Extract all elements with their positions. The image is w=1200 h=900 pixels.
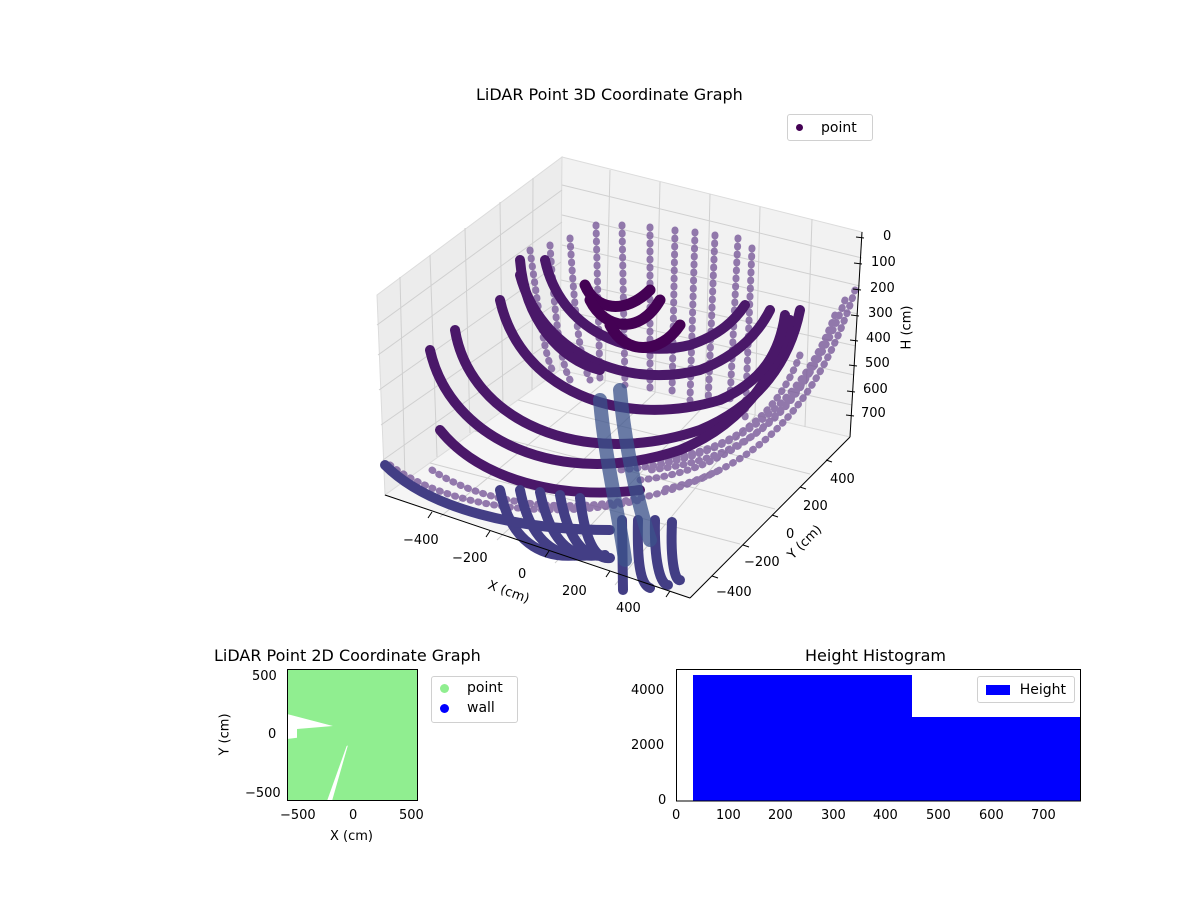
x-tick: −500 [280, 808, 316, 823]
y-tick: 400 [830, 472, 855, 487]
y-tick: 4000 [631, 683, 665, 698]
z-tick: 600 [863, 382, 888, 397]
histogram-plot [676, 669, 1081, 802]
x-tick: 200 [562, 584, 587, 599]
x-tick: −200 [452, 551, 488, 566]
x-axis-label: X (cm) [330, 829, 373, 844]
height-swatch-icon [986, 684, 1010, 695]
z-axis-label: H (cm) [899, 305, 915, 350]
legend-label: point [467, 680, 503, 696]
x-tick: 700 [1031, 808, 1056, 823]
y-tick: 0 [268, 727, 277, 742]
z-tick: 300 [868, 306, 893, 321]
x-tick: 100 [716, 808, 741, 823]
legend-label: point [821, 119, 857, 136]
x-tick: 400 [873, 808, 898, 823]
y-tick: 500 [252, 669, 277, 684]
legend-label: Height [1019, 681, 1066, 698]
chart-2d-legend: point wall [431, 676, 518, 723]
z-tick: 400 [866, 331, 891, 346]
x-tick: 0 [518, 567, 527, 582]
y-tick: 0 [658, 793, 667, 808]
z-tick: 0 [883, 229, 892, 244]
x-tick: 500 [926, 808, 951, 823]
y-tick: −400 [716, 585, 752, 600]
wall-marker-icon [440, 703, 449, 713]
x-tick: 0 [672, 808, 681, 823]
z-tick: 700 [861, 406, 886, 421]
legend-label: wall [467, 700, 495, 716]
point-marker-icon [440, 683, 449, 693]
y-tick: 0 [786, 527, 795, 542]
x-tick: 400 [616, 601, 641, 616]
histogram-title: Height Histogram [805, 646, 946, 665]
histogram-bar [693, 675, 912, 801]
histogram-legend: Height [977, 676, 1075, 703]
histogram-bar [912, 717, 1081, 801]
chart-3d-title: LiDAR Point 3D Coordinate Graph [476, 85, 743, 104]
x-tick: 600 [979, 808, 1004, 823]
y-tick: 2000 [631, 738, 665, 753]
y-tick: 200 [803, 499, 828, 514]
x-tick: 200 [768, 808, 793, 823]
point-marker-icon [796, 124, 803, 131]
x-tick: 300 [821, 808, 846, 823]
y-axis-label: Y (cm) [217, 713, 233, 756]
chart-2d-title: LiDAR Point 2D Coordinate Graph [214, 646, 481, 665]
chart-3d-plot [376, 155, 865, 599]
x-tick: 0 [349, 808, 358, 823]
z-tick: 200 [870, 281, 895, 296]
y-tick: −200 [744, 555, 780, 570]
chart-3d-legend: point [787, 114, 873, 141]
y-tick: −500 [245, 786, 281, 801]
z-tick: 500 [865, 356, 890, 371]
x-tick: 500 [399, 808, 424, 823]
chart-2d-plot [287, 669, 418, 801]
z-tick: 100 [871, 255, 896, 270]
x-tick: −400 [403, 533, 439, 548]
